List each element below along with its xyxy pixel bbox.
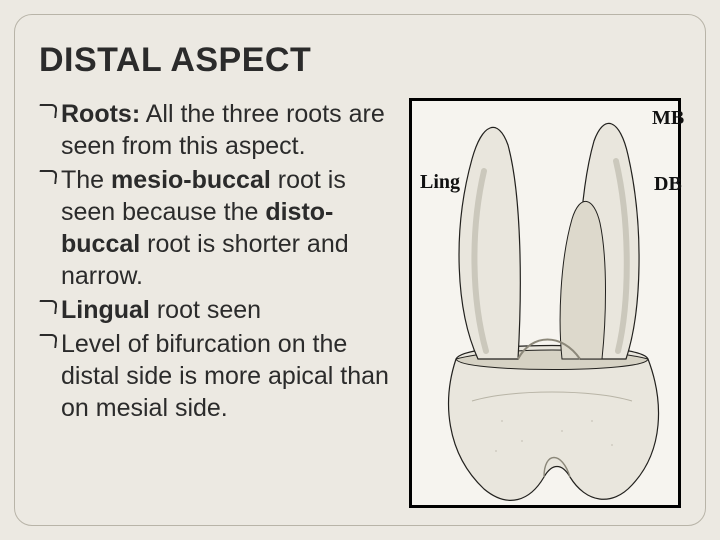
body-text: Level of bifurcation on the distal side … [61,330,389,422]
figure-column: MB DB Ling [409,98,681,508]
tooth-illustration [412,101,684,511]
body-text: The [61,166,111,194]
bullet-item: Lingual root seen [39,294,401,326]
bullet-list: Roots: All the three roots are seen from… [39,98,401,424]
content-row: Roots: All the three roots are seen from… [39,98,681,508]
figure-label-db: DB [654,173,682,196]
slide-title: DISTAL ASPECT [39,41,681,80]
bullet-item: Roots: All the three roots are seen from… [39,98,401,162]
bullet-item: The mesio-buccal root is seen because th… [39,164,401,292]
bold-text: Roots: [61,100,140,128]
slide-frame: DISTAL ASPECT Roots: All the three roots… [14,14,706,526]
figure-label-ling: Ling [420,171,460,194]
bullet-item: Level of bifurcation on the distal side … [39,328,401,424]
bold-text: mesio-buccal [111,166,271,194]
body-text: root seen [150,296,261,324]
text-column: Roots: All the three roots are seen from… [39,98,401,508]
bold-text: Lingual [61,296,150,324]
figure-label-mb: MB [652,107,684,130]
figure-box: MB DB Ling [409,98,681,508]
